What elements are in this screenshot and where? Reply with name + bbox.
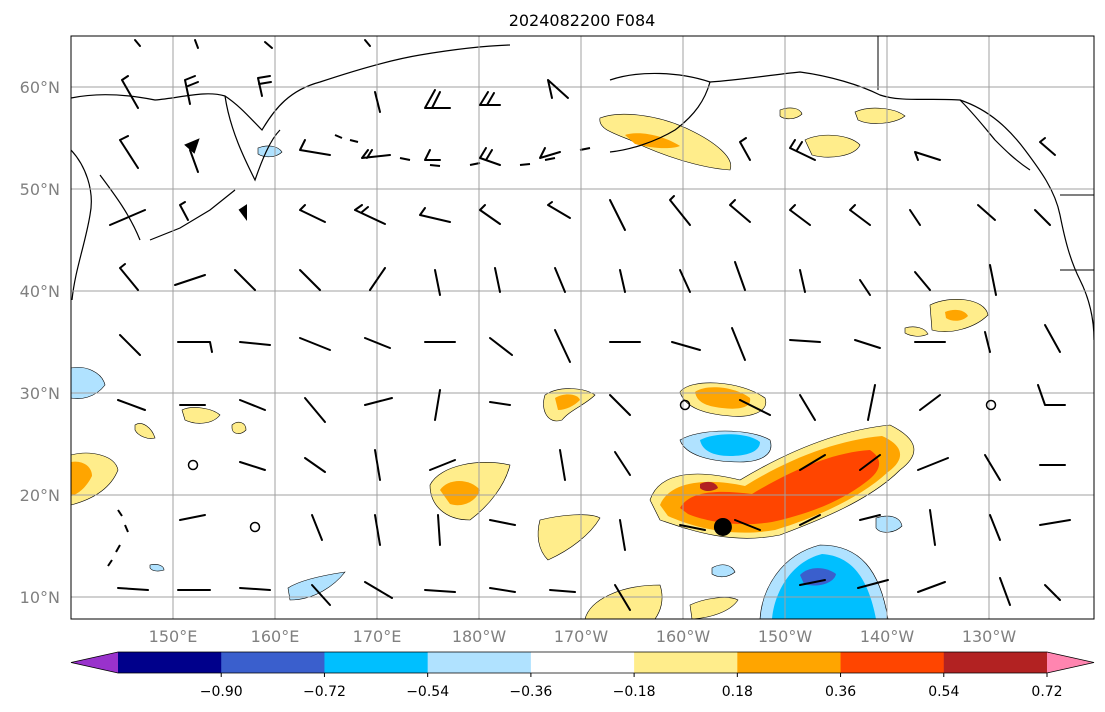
storm-center-marker <box>713 517 732 536</box>
map-title: 2024082200 F084 <box>509 11 656 30</box>
coastline-kamchatka <box>71 44 511 131</box>
contour-positive-11-core <box>71 461 92 496</box>
map-area <box>71 36 1094 619</box>
contour-fills <box>71 107 989 619</box>
colorbar-tick-label: −0.72 <box>303 684 346 700</box>
lon-label: 160°W <box>656 627 711 646</box>
colorbar-segment <box>840 652 945 673</box>
contour-positive-16 <box>584 584 663 619</box>
colorbar-tick-label: 0.54 <box>928 684 959 700</box>
colorbar-tick-label: −0.18 <box>613 684 656 700</box>
longitude-labels: 150°E 160°E 170°E 180°W 170°W 160°W 150°… <box>149 627 1017 646</box>
colorbar-tick-label: 0.36 <box>825 684 856 700</box>
contour-negative-7 <box>257 145 283 158</box>
coastline-alaska <box>609 71 1094 341</box>
contour-positive-9-core <box>945 309 968 321</box>
latitude-labels: 10°N 20°N 30°N 40°N 50°N 60°N <box>20 78 60 607</box>
wind-barbs <box>109 39 1071 611</box>
contour-positive-7 <box>854 107 906 124</box>
colorbar-tick-label: 0.18 <box>722 684 753 700</box>
coastline-japan-islands <box>107 509 129 567</box>
colorbar-tick-label: −0.36 <box>509 684 552 700</box>
colorbar-tick-label: 0.72 <box>1031 684 1062 700</box>
lat-label: 10°N <box>20 588 60 607</box>
contour-negative-1-core <box>700 434 760 456</box>
coastline-bc <box>959 99 1031 171</box>
contour-negative-3 <box>71 367 106 399</box>
contour-positive-14 <box>231 421 247 434</box>
contour-negative-8 <box>149 564 165 572</box>
colorbar-segment <box>221 652 325 673</box>
colorbar-outline <box>70 651 1095 674</box>
map-frame <box>70 35 1095 620</box>
wind-barb-pennant-2 <box>238 204 247 221</box>
contour-negative-4 <box>287 571 346 601</box>
lat-label: 60°N <box>20 78 60 97</box>
colorbar-segment <box>530 652 635 673</box>
lat-label: 40°N <box>20 282 60 301</box>
lon-label: 140°W <box>860 627 915 646</box>
colorbar-extend-low <box>71 652 118 673</box>
contour-positive-6 <box>804 134 861 158</box>
contour-positive-strong <box>680 450 880 525</box>
colorbar-segment <box>427 652 532 673</box>
contour-negative-5 <box>711 564 736 578</box>
colorbar-segment <box>118 652 222 673</box>
lon-label: 170°W <box>554 627 609 646</box>
lon-label: 170°E <box>353 627 402 646</box>
aleutian-islands <box>334 134 591 167</box>
wind-barb-pennant <box>184 138 200 154</box>
borders <box>877 36 1094 271</box>
contour-positive-10 <box>904 326 929 337</box>
colorbar-segment <box>634 652 738 673</box>
lat-label: 50°N <box>20 180 60 199</box>
calm-wind-circles <box>187 399 997 533</box>
lon-label: 150°E <box>149 627 198 646</box>
colorbar: −0.90 −0.72 −0.54 −0.36 −0.18 0.18 0.36 0.54 0.7… <box>70 651 1095 700</box>
contour-negative-2-core <box>772 554 876 619</box>
contour-positive-3-core <box>440 481 480 506</box>
colorbar-tick-label: −0.54 <box>406 684 449 700</box>
contour-positive-4-core <box>555 394 580 410</box>
coastline-kamchatka-peninsula <box>224 95 281 182</box>
coastline-alaska-peninsula <box>609 81 711 153</box>
contour-positive-12 <box>181 407 221 424</box>
colorbar-segment <box>737 652 842 673</box>
gridlines <box>71 36 1094 619</box>
contour-positive-15 <box>537 514 601 561</box>
colorbar-extend-high <box>1047 652 1094 673</box>
lon-label: 150°W <box>758 627 813 646</box>
colorbar-tick-label: −0.90 <box>200 684 243 700</box>
coastline-japan-kuril <box>71 149 236 301</box>
colorbar-segment <box>324 652 429 673</box>
lon-label: 160°E <box>251 627 300 646</box>
lat-label: 20°N <box>20 486 60 505</box>
contour-positive-17 <box>689 597 739 619</box>
contour-positive-13 <box>134 423 156 439</box>
contour-positive-max <box>700 481 718 491</box>
coastlines <box>71 44 1094 567</box>
lon-label: 130°W <box>962 627 1017 646</box>
border-us-canada <box>1060 194 1094 271</box>
colorbar-segment <box>943 652 1048 673</box>
lon-label: 180°W <box>452 627 507 646</box>
lat-label: 30°N <box>20 384 60 403</box>
contour-negative-2-strong <box>800 568 836 586</box>
